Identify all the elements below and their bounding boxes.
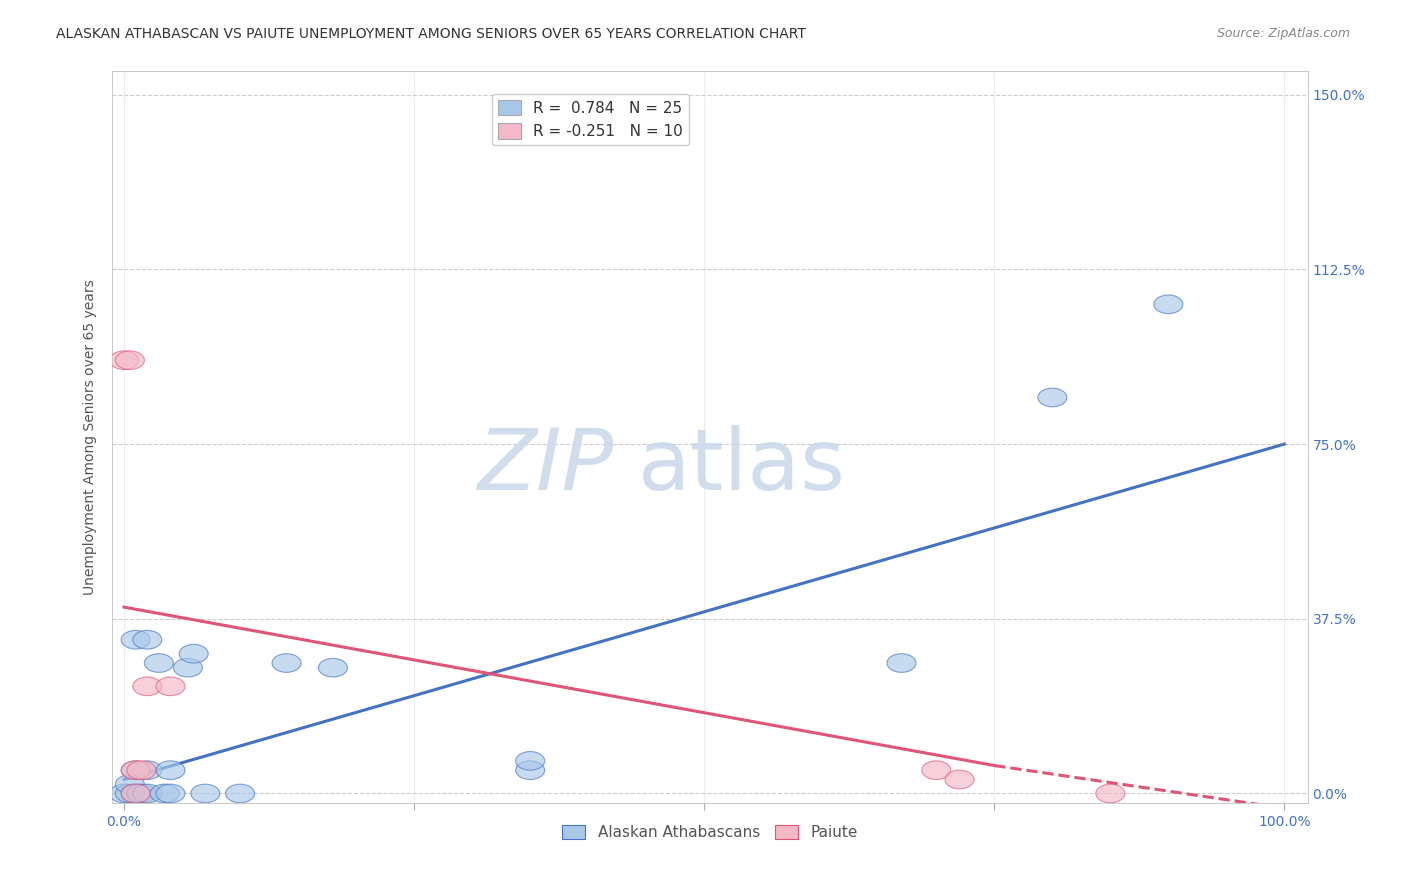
Ellipse shape [121, 631, 150, 649]
Ellipse shape [121, 784, 150, 803]
Ellipse shape [132, 677, 162, 696]
Ellipse shape [127, 784, 156, 803]
Ellipse shape [516, 761, 544, 780]
Ellipse shape [115, 784, 145, 803]
Text: ALASKAN ATHABASCAN VS PAIUTE UNEMPLOYMENT AMONG SENIORS OVER 65 YEARS CORRELATIO: ALASKAN ATHABASCAN VS PAIUTE UNEMPLOYMEN… [56, 27, 806, 41]
Ellipse shape [225, 784, 254, 803]
Ellipse shape [132, 784, 162, 803]
Ellipse shape [121, 761, 150, 780]
Ellipse shape [115, 775, 145, 794]
Text: ZIP: ZIP [478, 425, 614, 508]
Ellipse shape [127, 761, 156, 780]
Ellipse shape [887, 654, 915, 673]
Ellipse shape [945, 770, 974, 789]
Ellipse shape [110, 351, 139, 369]
Ellipse shape [173, 658, 202, 677]
Ellipse shape [179, 644, 208, 663]
Ellipse shape [121, 761, 150, 780]
Legend: Alaskan Athabascans, Paiute: Alaskan Athabascans, Paiute [557, 819, 863, 847]
Ellipse shape [922, 761, 950, 780]
Ellipse shape [132, 631, 162, 649]
Ellipse shape [156, 784, 186, 803]
Ellipse shape [318, 658, 347, 677]
Ellipse shape [145, 654, 173, 673]
Ellipse shape [156, 677, 186, 696]
Ellipse shape [271, 654, 301, 673]
Ellipse shape [1038, 388, 1067, 407]
Ellipse shape [132, 761, 162, 780]
Ellipse shape [110, 784, 139, 803]
Ellipse shape [156, 761, 186, 780]
Text: Source: ZipAtlas.com: Source: ZipAtlas.com [1216, 27, 1350, 40]
Ellipse shape [1095, 784, 1125, 803]
Ellipse shape [1154, 295, 1182, 314]
Ellipse shape [150, 784, 179, 803]
Ellipse shape [516, 752, 544, 770]
Ellipse shape [121, 784, 150, 803]
Ellipse shape [115, 351, 145, 369]
Text: atlas: atlas [638, 425, 846, 508]
Y-axis label: Unemployment Among Seniors over 65 years: Unemployment Among Seniors over 65 years [83, 279, 97, 595]
Ellipse shape [191, 784, 219, 803]
